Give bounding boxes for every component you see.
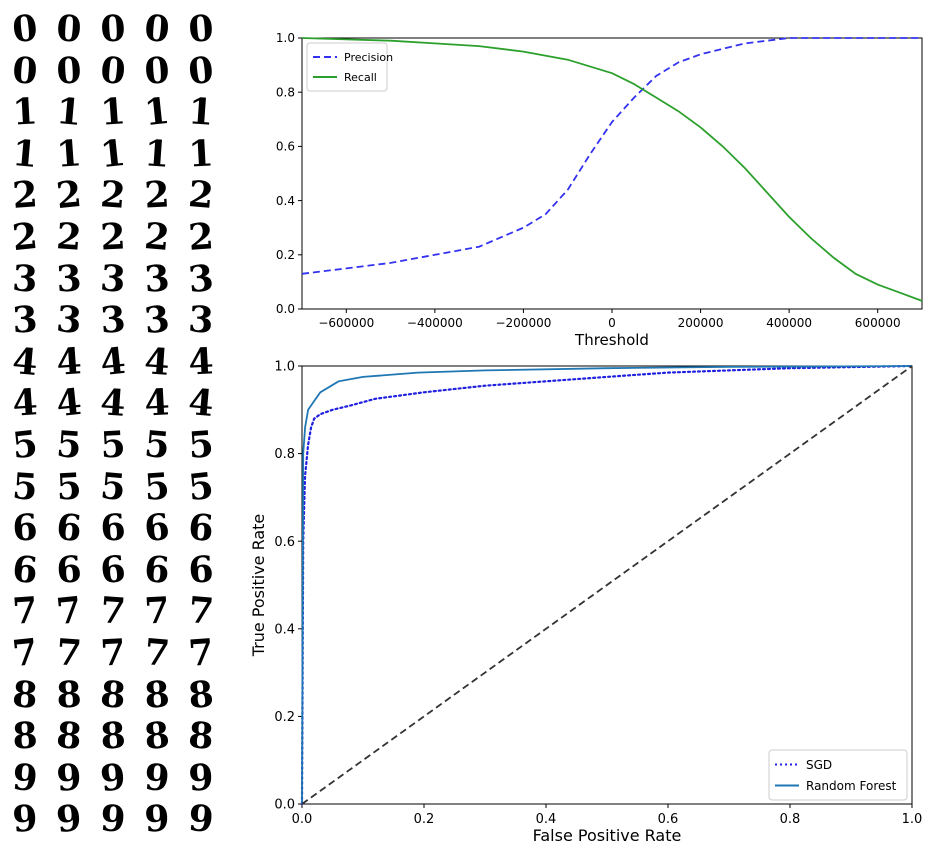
x-tick-label: 0.2 xyxy=(414,812,435,827)
legend-label: SGD xyxy=(806,758,832,772)
y-axis-label: True Positive Rate xyxy=(249,514,268,658)
series-line-precision xyxy=(301,37,922,275)
x-tick-label: 1.0 xyxy=(902,812,923,827)
series-line-recall xyxy=(301,37,923,302)
x-axis-label: False Positive Rate xyxy=(533,826,682,845)
legend-box xyxy=(768,749,908,801)
chart-0-plot-area xyxy=(298,37,923,313)
x-tick-label: 0.4 xyxy=(536,812,557,827)
axes-frame xyxy=(301,37,923,310)
legend-label: Random Forest xyxy=(806,779,897,793)
series-line-sgd xyxy=(300,364,914,806)
y-tick-label: 1.0 xyxy=(276,31,295,45)
y-tick-label: 0.8 xyxy=(276,85,295,99)
legend-label: Recall xyxy=(344,71,377,84)
y-tick-label: 0.2 xyxy=(274,710,295,725)
y-tick-label: 0.4 xyxy=(276,194,295,208)
series-line-random-forest xyxy=(301,365,913,805)
y-tick-label: 0.4 xyxy=(274,622,295,637)
x-tick-label: 0.8 xyxy=(780,812,801,827)
x-tick-label: 200000 xyxy=(678,316,724,330)
y-tick-label: 0.6 xyxy=(274,535,295,550)
chart-1-plot-area xyxy=(298,364,914,808)
x-tick-label: 0.6 xyxy=(658,812,679,827)
x-axis-label: Threshold xyxy=(574,331,649,349)
y-tick-label: 0.0 xyxy=(276,302,295,316)
y-tick-label: 0.2 xyxy=(276,248,295,262)
legend-box xyxy=(306,42,388,92)
legend-label: Precision xyxy=(344,51,393,64)
x-tick-label: 600000 xyxy=(855,316,901,330)
y-tick-label: 1.0 xyxy=(274,360,295,375)
series-line-diagonal-reference xyxy=(301,365,913,805)
y-tick-label: 0.6 xyxy=(276,140,295,154)
y-tick-label: 0.0 xyxy=(274,798,295,813)
y-tick-label: 0.8 xyxy=(274,447,295,462)
x-tick-label: 0 xyxy=(608,316,616,330)
x-tick-label: −200000 xyxy=(495,316,551,330)
x-tick-label: −400000 xyxy=(407,316,463,330)
x-tick-label: 0.0 xyxy=(292,812,313,827)
x-tick-label: −600000 xyxy=(318,316,374,330)
x-tick-label: 400000 xyxy=(766,316,812,330)
